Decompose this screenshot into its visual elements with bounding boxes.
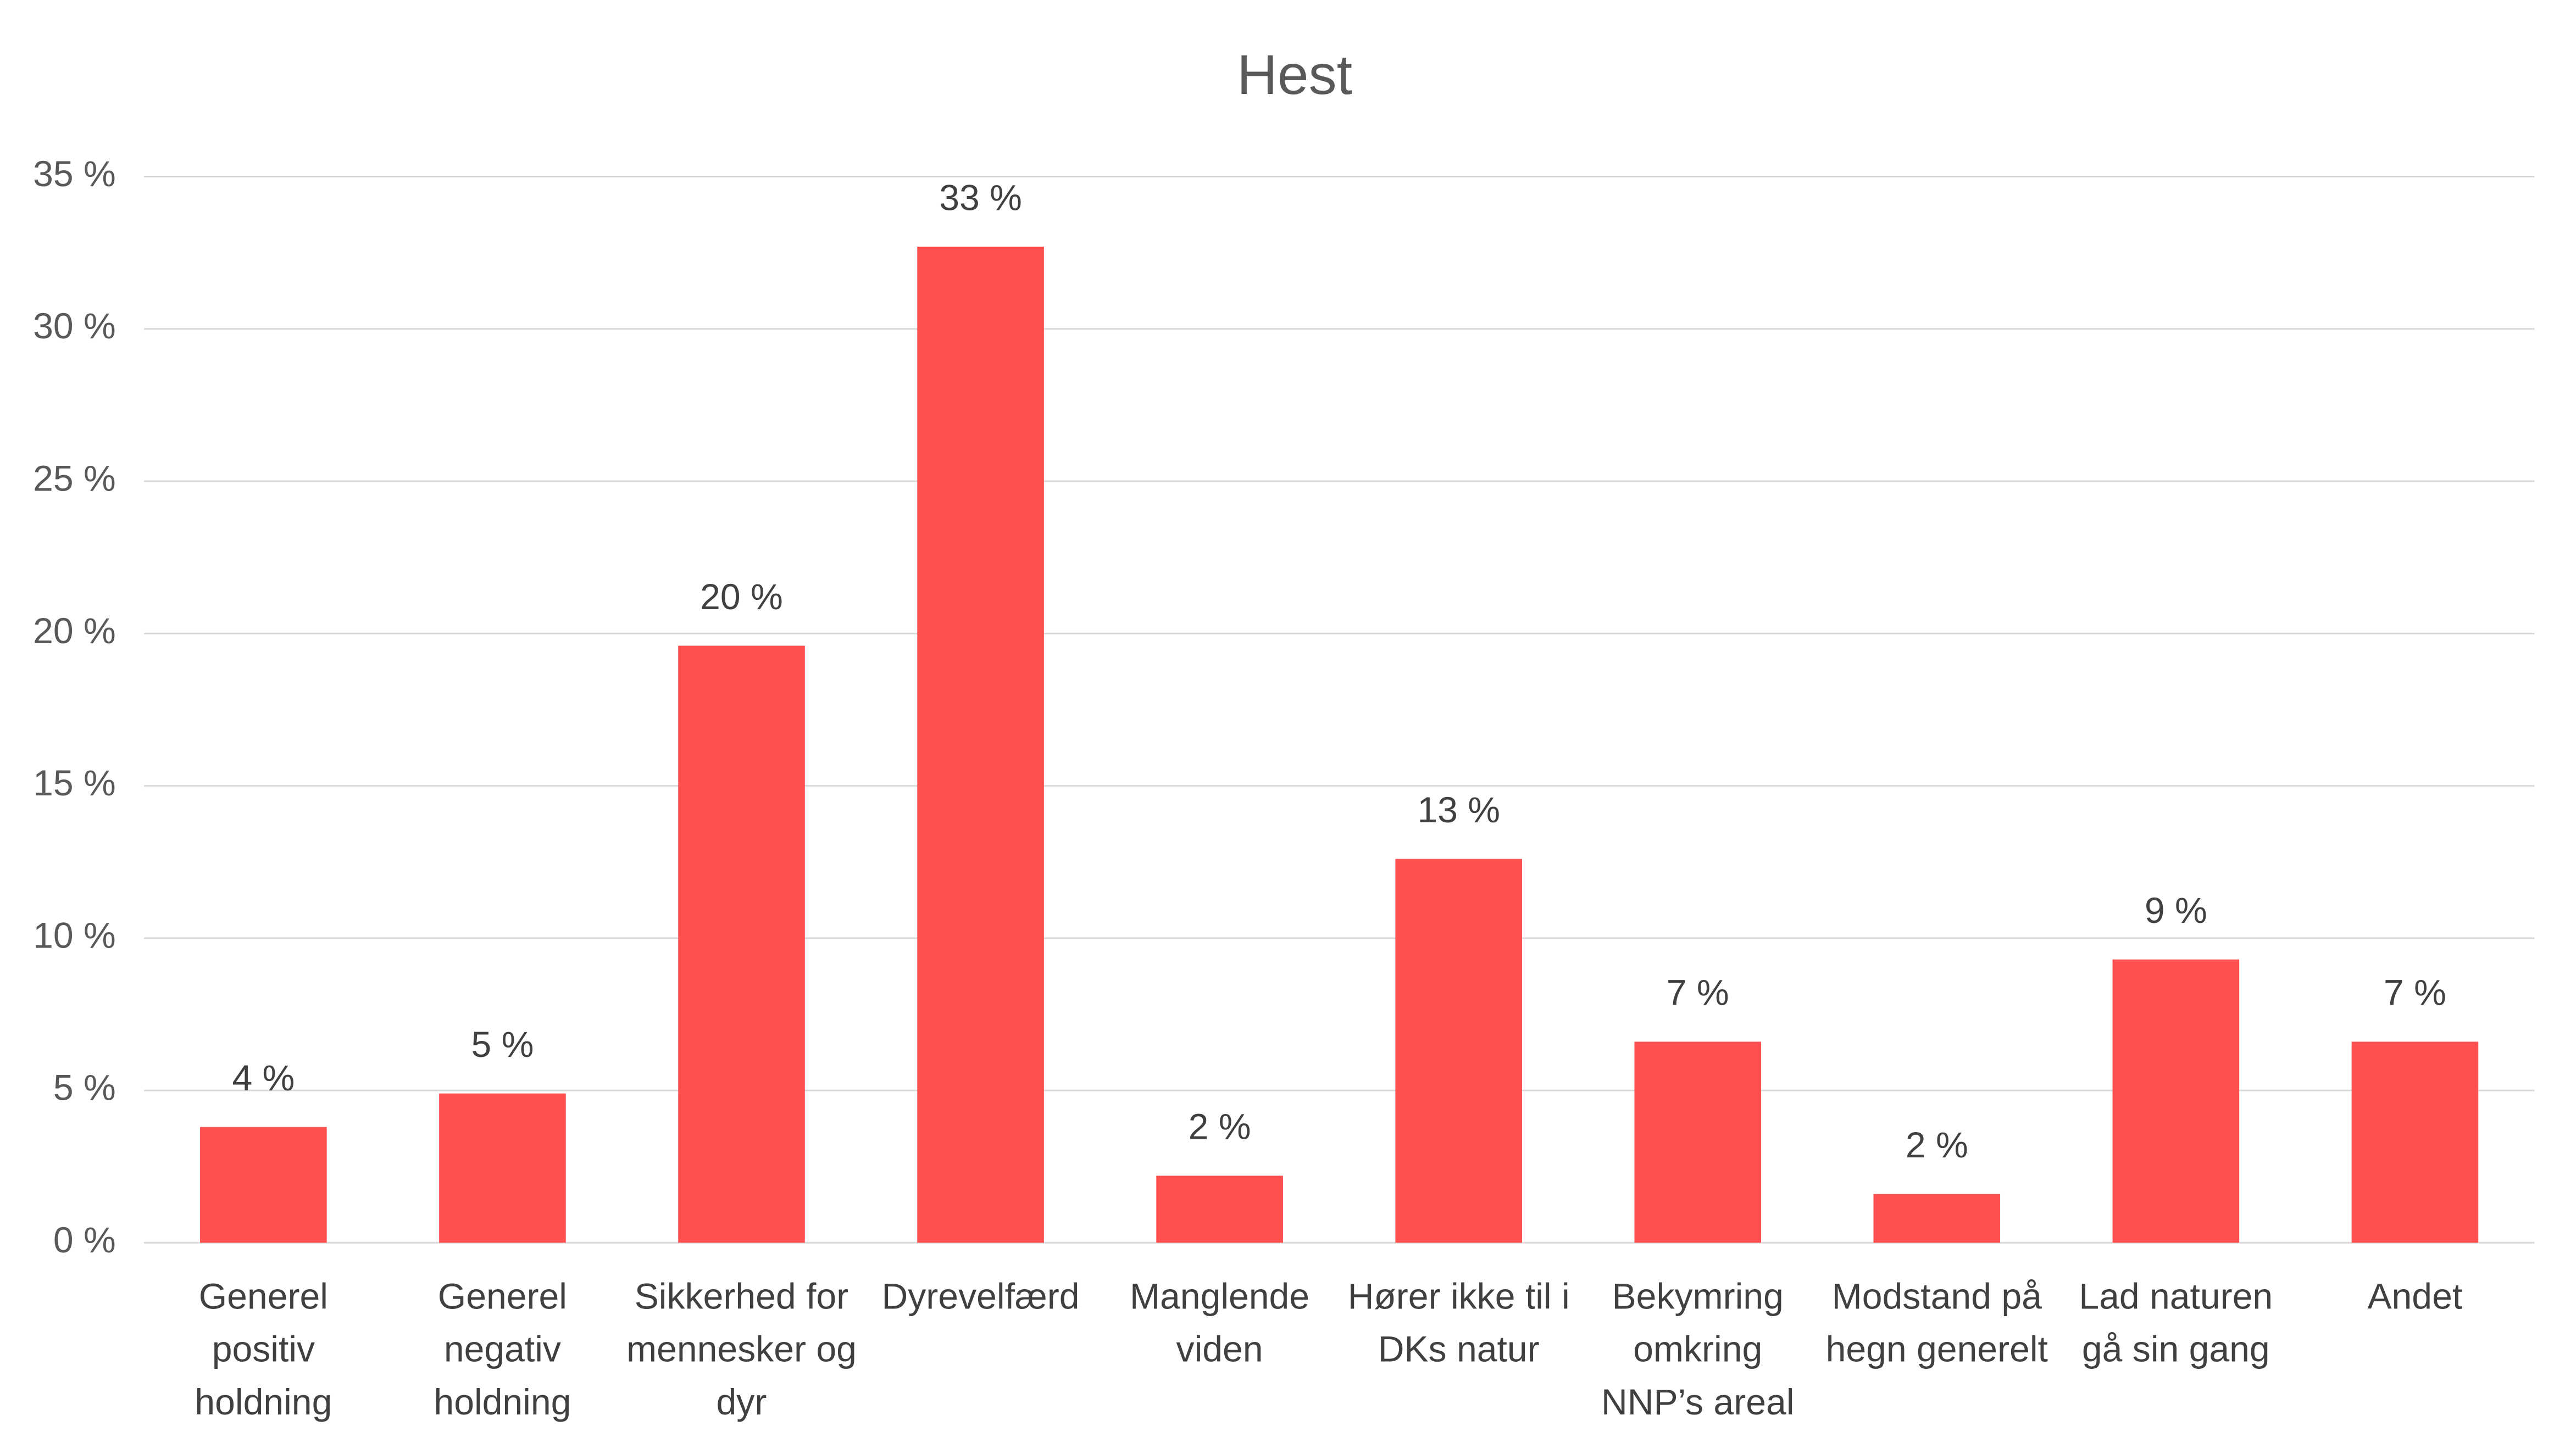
bar	[2351, 1041, 2479, 1243]
y-tick-label: 15 %	[33, 763, 116, 804]
x-tick-label: Lad naturen gå sin gang	[2079, 1275, 2273, 1370]
bar	[678, 645, 805, 1243]
y-tick-label: 30 %	[33, 306, 116, 347]
x-tick-label: Dyrevelfærd	[881, 1275, 1080, 1317]
bar	[439, 1093, 566, 1243]
x-tick-label-box: Andet	[2367, 1275, 2463, 1317]
y-tick-label: 10 %	[33, 915, 116, 956]
value-label: 13 %	[1417, 790, 1500, 831]
x-tick-label: Hører ikke til i DKs natur	[1347, 1275, 1570, 1370]
x-tick-label: Generel positiv holdning	[195, 1275, 332, 1423]
x-tick-label-box: Manglende viden	[1129, 1275, 1310, 1370]
x-tick-label-box: Generel positiv holdning	[195, 1275, 332, 1423]
value-label: 4 %	[232, 1058, 295, 1099]
x-tick-label-box: Sikkerhed for mennesker og dyr	[626, 1275, 857, 1423]
value-label: 9 %	[2145, 890, 2207, 931]
chart-title: Hest	[1237, 43, 1352, 106]
x-tick-label: Generel negativ holdning	[434, 1275, 571, 1423]
x-tick-label-box: Lad naturen gå sin gang	[2079, 1275, 2273, 1370]
value-label: 2 %	[1189, 1107, 1251, 1147]
bar	[200, 1127, 327, 1243]
y-tick-label: 0 %	[53, 1220, 116, 1261]
y-tick-label: 20 %	[33, 611, 116, 651]
x-tick-label: Modstand på hegn generelt	[1825, 1275, 2048, 1370]
value-label: 2 %	[1906, 1125, 1968, 1166]
value-label: 5 %	[471, 1024, 534, 1065]
bar	[1634, 1041, 1762, 1243]
y-tick-label: 35 %	[33, 154, 116, 194]
x-tick-label-box: Modstand på hegn generelt	[1825, 1275, 2048, 1370]
value-label: 20 %	[700, 577, 783, 617]
x-tick-label: Sikkerhed for mennesker og dyr	[626, 1275, 857, 1423]
x-tick-label: Andet	[2367, 1275, 2463, 1317]
x-tick-label-box: Hører ikke til i DKs natur	[1347, 1275, 1570, 1370]
value-label: 7 %	[2384, 973, 2446, 1013]
bar	[1156, 1176, 1283, 1243]
value-label: 33 %	[939, 177, 1022, 218]
bar	[917, 247, 1044, 1243]
x-tick-label-box: Generel negativ holdning	[434, 1275, 571, 1423]
x-tick-label: Bekymring omkring NNP’s areal	[1601, 1275, 1795, 1423]
y-tick-label: 5 %	[53, 1068, 116, 1108]
bar	[1873, 1194, 2001, 1243]
x-tick-label-box: Dyrevelfærd	[881, 1275, 1080, 1317]
bar	[2112, 959, 2240, 1243]
bar	[1395, 859, 1522, 1243]
x-tick-label: Manglende viden	[1129, 1275, 1310, 1370]
y-tick-label: 25 %	[33, 458, 116, 499]
x-tick-label-box: Bekymring omkring NNP’s areal	[1601, 1275, 1795, 1423]
value-label: 7 %	[1667, 973, 1729, 1013]
